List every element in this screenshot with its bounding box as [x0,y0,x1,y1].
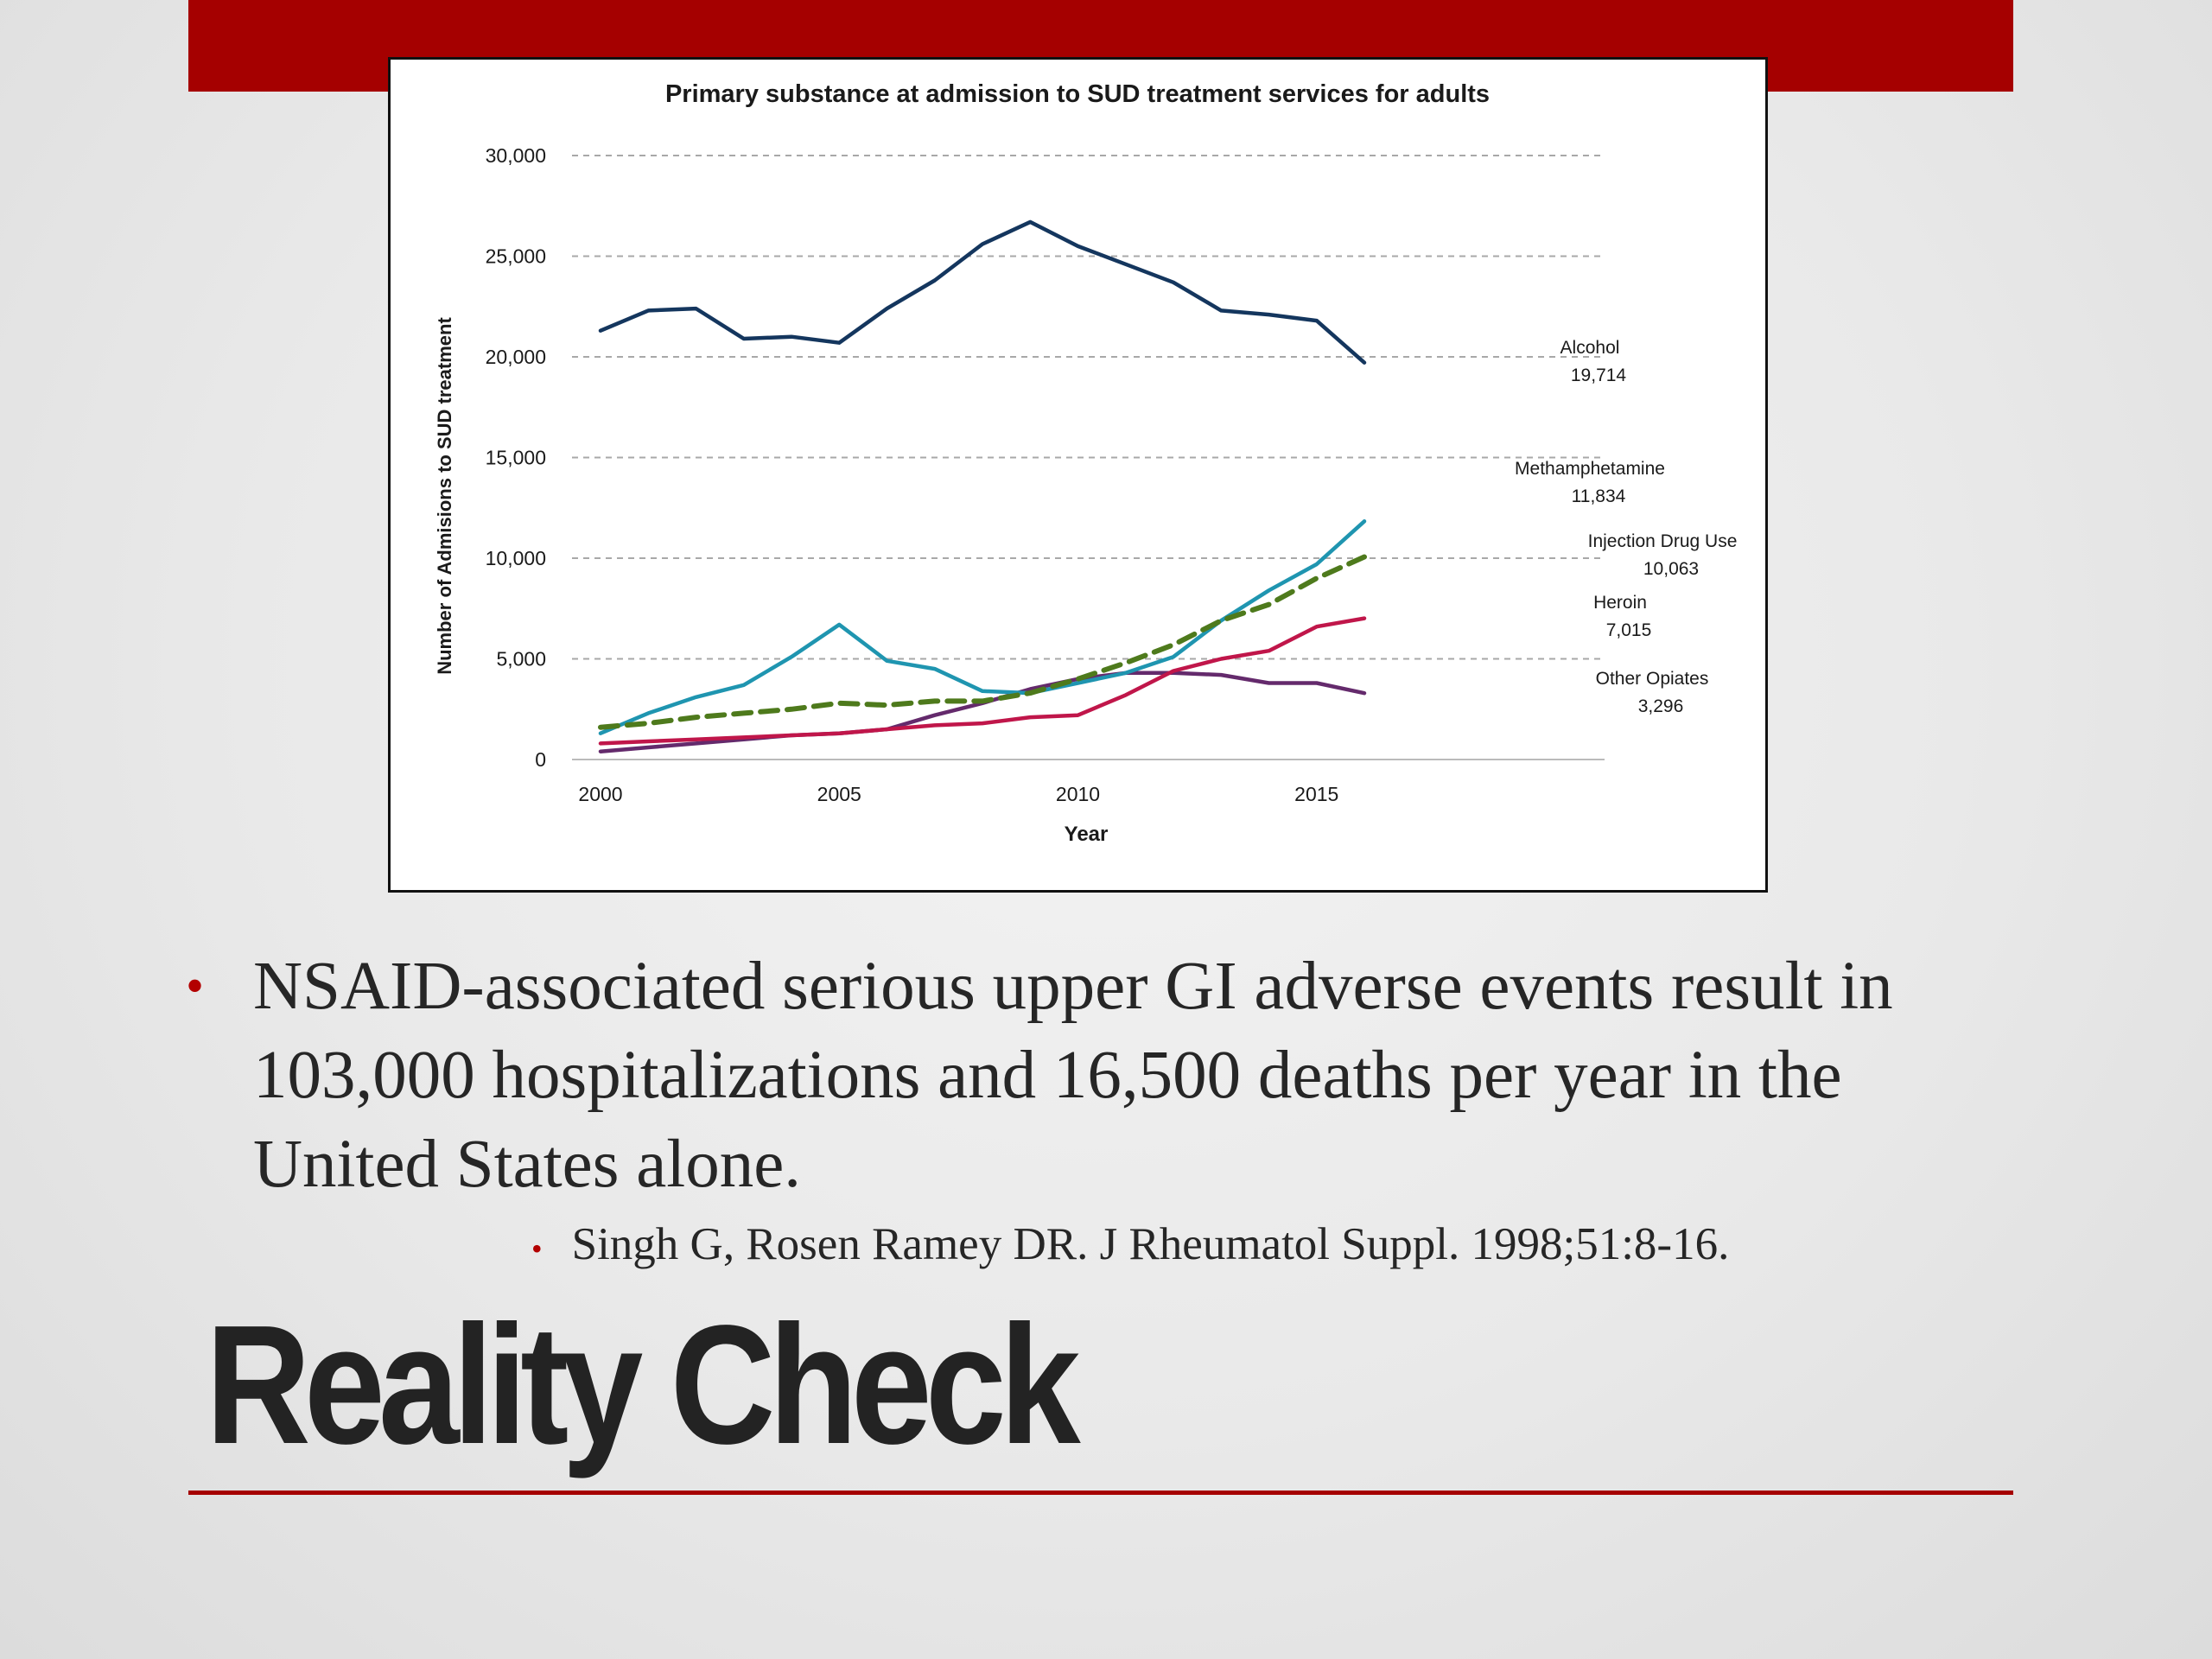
y-axis-label: Number of Admisions to SUD treatment [434,317,455,675]
series-value-label-injection-drug-use: 10,063 [1643,559,1699,579]
chart-series-lines [598,219,1367,753]
slide-title: Reality Check [206,1290,1081,1479]
title-underline [188,1491,2013,1495]
x-axis-label: Year [1065,823,1109,846]
series-value-label-heroin: 7,015 [1606,620,1652,640]
citation: • Singh G, Rosen Ramey DR. J Rheumatol Su… [531,1218,1729,1270]
series-value-label-methamphetamine: 11,834 [1572,486,1626,506]
y-tick-label: 0 [535,748,546,771]
y-tick-label: 25,000 [486,245,546,268]
series-value-label-alcohol: 19,714 [1571,365,1627,385]
series-line-injection-drug-use [598,554,1367,730]
bullet-text: NSAID-associated serious upper GI advers… [253,949,1893,1202]
chart-title: Primary substance at admission to SUD tr… [665,80,1490,108]
y-tick-label: 20,000 [486,346,546,368]
y-tick-label: 5,000 [496,648,546,671]
chart-gridlines [572,155,1605,760]
y-tick-label: 30,000 [486,144,546,167]
series-name-label-injection-drug-use: Injection Drug Use [1588,531,1738,551]
chart-tick-labels: 0 5,000 10,000 15,000 20,000 25,000 30,000 2000… [486,144,1339,805]
x-tick-label: 2005 [817,783,861,805]
series-name-label-alcohol: Alcohol [1560,338,1620,358]
bullet-marker: • [186,957,205,1014]
chart-series-labels: Alcohol 19,714 Methamphetamine 11,834 Inject… [1515,338,1737,716]
series-name-label-other-opiates: Other Opiates [1596,669,1709,689]
series-line-alcohol [598,219,1367,365]
y-tick-label: 15,000 [486,447,546,469]
line-chart: Primary substance at admission to SUD tr… [434,80,1737,846]
series-line-methamphetamine [598,519,1367,735]
series-name-label-heroin: Heroin [1593,593,1647,613]
y-tick-label: 10,000 [486,547,546,569]
series-line-heroin [598,616,1367,746]
x-tick-label: 2015 [1294,783,1338,805]
series-name-label-methamphetamine: Methamphetamine [1515,459,1665,479]
chart-panel: Primary substance at admission to SUD tr… [388,57,1768,893]
x-tick-label: 2000 [578,783,622,805]
series-value-label-other-opiates: 3,296 [1638,696,1684,716]
x-tick-label: 2010 [1056,783,1100,805]
citation-bullet-marker: • [531,1230,543,1266]
citation-text: Singh G, Rosen Ramey DR. J Rheumatol Sup… [571,1219,1730,1269]
